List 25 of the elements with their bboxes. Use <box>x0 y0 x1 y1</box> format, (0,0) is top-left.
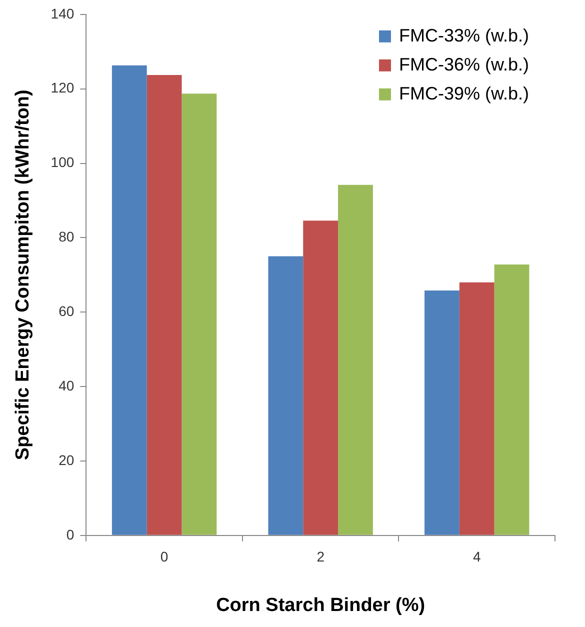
bar <box>494 264 530 535</box>
y-tick-label: 0 <box>66 526 74 542</box>
bar <box>424 290 460 535</box>
bar <box>146 75 182 535</box>
bar <box>112 65 147 535</box>
legend-label: FMC-39% (w.b.) <box>398 83 530 104</box>
bar <box>338 184 373 535</box>
bar <box>459 282 494 535</box>
y-tick-label: 100 <box>50 154 74 170</box>
y-tick-label: 40 <box>58 377 74 394</box>
y-axis-title: Specific Energy Consumpiton (kWhr/ton) <box>12 90 34 460</box>
legend-label: FMC-36% (w.b.) <box>398 54 530 74</box>
y-tick-label: 20 <box>58 452 74 468</box>
bar <box>303 220 338 535</box>
x-tick-label: 2 <box>316 548 325 565</box>
x-tick-label: 0 <box>160 548 168 565</box>
x-axis-title: Corn Starch Binder (%) <box>216 594 426 616</box>
y-tick-label: 60 <box>58 302 74 319</box>
bar <box>182 94 217 535</box>
y-tick-label: 80 <box>58 228 74 245</box>
y-tick-label: 120 <box>50 80 74 96</box>
legend-label: FMC-33% (w.b.) <box>398 25 530 46</box>
y-tick-label: 140 <box>50 5 74 22</box>
bar <box>268 256 304 535</box>
x-tick-label: 4 <box>472 548 481 565</box>
